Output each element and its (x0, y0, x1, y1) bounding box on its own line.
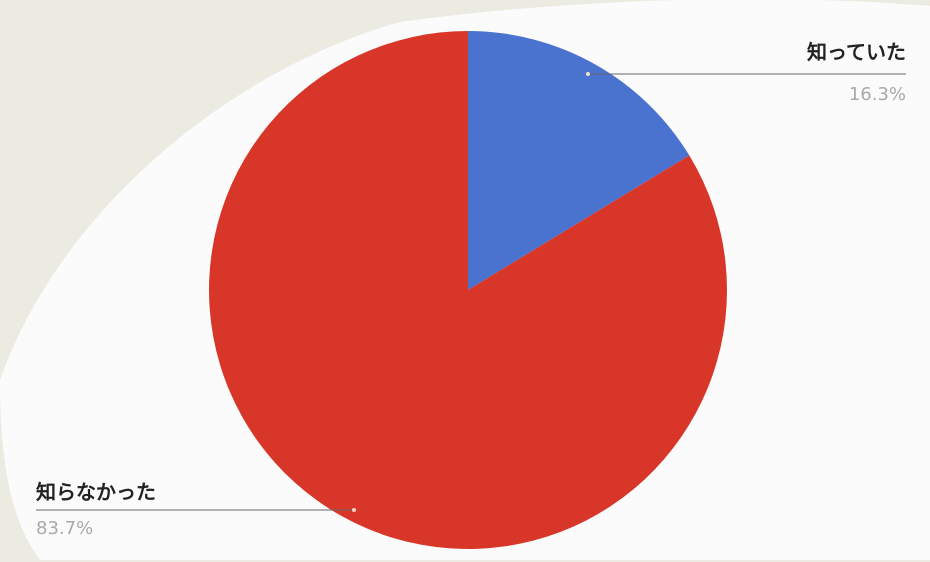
leader-dot-unknown (352, 508, 356, 512)
slice-label-unknown: 知らなかった (36, 480, 156, 504)
pie-slice-known (468, 31, 690, 290)
pie-slices (208, 31, 728, 549)
slice-value-known: 16.3% (848, 84, 906, 105)
slice-value-unknown: 83.7% (36, 518, 94, 539)
leader-dot-known (586, 72, 590, 76)
slice-label-known: 知っていた (807, 40, 906, 64)
pie-slice-unknown (208, 31, 728, 549)
